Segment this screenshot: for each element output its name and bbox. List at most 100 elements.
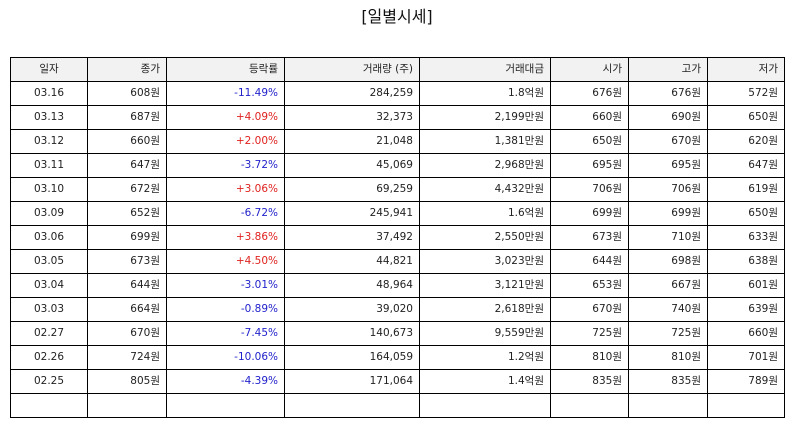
cell-low: 601원 (707, 273, 785, 298)
cell-volume: 45,069 (284, 153, 420, 178)
table-row: 02.25 805원 -4.39% 171,064 1.4억원 835원 835원 789원 (10, 369, 785, 394)
cell-close: 664원 (87, 297, 167, 322)
cell-high: 695원 (628, 153, 708, 178)
cell-date: 03.16 (10, 81, 88, 106)
cell-open: 706원 (550, 177, 629, 202)
cell-high: 810원 (628, 345, 708, 370)
cell-date: 03.13 (10, 105, 88, 130)
cell-high: 835원 (628, 369, 708, 394)
table-row: 03.12 660원 +2.00% 21,048 1,381만원 650원 670원 620원 (10, 129, 785, 154)
cell-low: 633원 (707, 225, 785, 250)
cell-high: 725원 (628, 321, 708, 346)
cell-volume: 245,941 (284, 201, 420, 226)
cell-high: 667원 (628, 273, 708, 298)
cell-volume: 48,964 (284, 273, 420, 298)
cell-low: 650원 (707, 201, 785, 226)
cell-amount: 2,618만원 (419, 297, 551, 322)
empty-cell (707, 393, 785, 418)
cell-open: 660원 (550, 105, 629, 130)
cell-low: 572원 (707, 81, 785, 106)
cell-date: 03.05 (10, 249, 88, 274)
cell-date: 03.09 (10, 201, 88, 226)
cell-date: 03.06 (10, 225, 88, 250)
cell-amount: 9,559만원 (419, 321, 551, 346)
cell-close: 670원 (87, 321, 167, 346)
table-row: 03.13 687원 +4.09% 32,373 2,199만원 660원 690원 650원 (10, 105, 785, 130)
cell-close: 652원 (87, 201, 167, 226)
cell-date: 03.11 (10, 153, 88, 178)
cell-date: 03.04 (10, 273, 88, 298)
cell-volume: 140,673 (284, 321, 420, 346)
cell-high: 740원 (628, 297, 708, 322)
empty-cell (166, 393, 285, 418)
cell-date: 02.27 (10, 321, 88, 346)
cell-amount: 1.8억원 (419, 81, 551, 106)
daily-price-table: 일자 종가 등락률 거래량 (주) 거래대금 시가 고가 저가 03.16 608… (10, 57, 785, 418)
cell-amount: 3,121만원 (419, 273, 551, 298)
cell-change: -4.39% (166, 369, 285, 394)
cell-volume: 39,020 (284, 297, 420, 322)
cell-amount: 4,432만원 (419, 177, 551, 202)
cell-high: 676원 (628, 81, 708, 106)
cell-change: -3.01% (166, 273, 285, 298)
cell-date: 03.03 (10, 297, 88, 322)
cell-low: 619원 (707, 177, 785, 202)
table-row: 02.26 724원 -10.06% 164,059 1.2억원 810원 810원 701원 (10, 345, 785, 370)
cell-low: 638원 (707, 249, 785, 274)
cell-volume: 171,064 (284, 369, 420, 394)
cell-volume: 44,821 (284, 249, 420, 274)
cell-close: 673원 (87, 249, 167, 274)
cell-open: 670원 (550, 297, 629, 322)
cell-low: 647원 (707, 153, 785, 178)
cell-close: 687원 (87, 105, 167, 130)
cell-change: -3.72% (166, 153, 285, 178)
cell-change: +3.86% (166, 225, 285, 250)
empty-cell (87, 393, 167, 418)
cell-low: 650원 (707, 105, 785, 130)
cell-close: 805원 (87, 369, 167, 394)
cell-change: +4.09% (166, 105, 285, 130)
cell-change: +2.00% (166, 129, 285, 154)
cell-volume: 32,373 (284, 105, 420, 130)
cell-open: 699원 (550, 201, 629, 226)
cell-change: -10.06% (166, 345, 285, 370)
table-row: 03.03 664원 -0.89% 39,020 2,618만원 670원 740원 639원 (10, 297, 785, 322)
cell-change: -11.49% (166, 81, 285, 106)
table-row: 02.27 670원 -7.45% 140,673 9,559만원 725원 725원 660… (10, 321, 785, 346)
empty-cell (550, 393, 629, 418)
cell-change: -6.72% (166, 201, 285, 226)
cell-low: 789원 (707, 369, 785, 394)
empty-cell (284, 393, 420, 418)
table-row: 03.11 647원 -3.72% 45,069 2,968만원 695원 695원 647원 (10, 153, 785, 178)
cell-change: +3.06% (166, 177, 285, 202)
cell-amount: 2,550만원 (419, 225, 551, 250)
empty-cell (10, 393, 88, 418)
cell-open: 673원 (550, 225, 629, 250)
cell-amount: 3,023만원 (419, 249, 551, 274)
cell-date: 03.12 (10, 129, 88, 154)
cell-open: 725원 (550, 321, 629, 346)
header-volume: 거래량 (주) (284, 57, 420, 82)
table-row: 03.05 673원 +4.50% 44,821 3,023만원 644원 698원 638원 (10, 249, 785, 274)
cell-open: 810원 (550, 345, 629, 370)
cell-amount: 1,381만원 (419, 129, 551, 154)
cell-low: 620원 (707, 129, 785, 154)
cell-volume: 284,259 (284, 81, 420, 106)
cell-volume: 69,259 (284, 177, 420, 202)
cell-amount: 2,199만원 (419, 105, 551, 130)
cell-high: 670원 (628, 129, 708, 154)
table-row: 03.04 644원 -3.01% 48,964 3,121만원 653원 667원 601원 (10, 273, 785, 298)
cell-volume: 21,048 (284, 129, 420, 154)
header-change: 등락률 (166, 57, 285, 82)
header-high: 고가 (628, 57, 708, 82)
cell-date: 03.10 (10, 177, 88, 202)
cell-high: 706원 (628, 177, 708, 202)
cell-amount: 1.4억원 (419, 369, 551, 394)
cell-close: 644원 (87, 273, 167, 298)
cell-close: 608원 (87, 81, 167, 106)
cell-low: 639원 (707, 297, 785, 322)
cell-close: 699원 (87, 225, 167, 250)
cell-close: 660원 (87, 129, 167, 154)
header-open: 시가 (550, 57, 629, 82)
cell-amount: 2,968만원 (419, 153, 551, 178)
